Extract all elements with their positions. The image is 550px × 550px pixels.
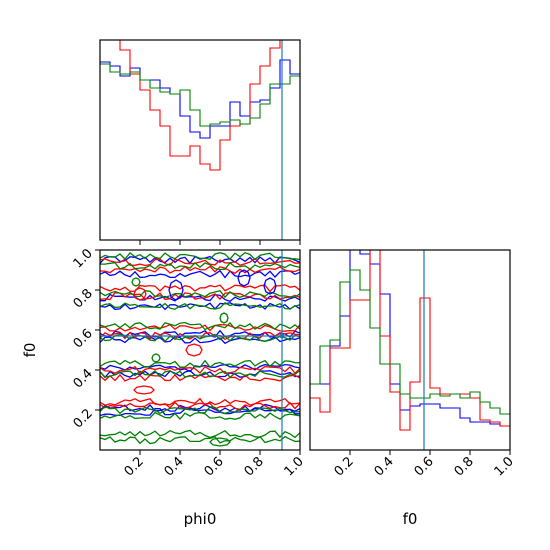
contour-blue <box>100 293 300 303</box>
contour-red <box>133 287 147 301</box>
contour-blue <box>100 255 300 265</box>
hist-phi0-frame <box>99 39 301 241</box>
tick-label-phi0: 0.2 <box>122 454 147 479</box>
contour-green <box>100 435 300 445</box>
scatter-frame <box>99 249 301 451</box>
contour-green <box>209 437 231 447</box>
tick-label-f0: 0.4 <box>372 454 397 479</box>
hist-phi0-blue <box>100 59 300 139</box>
contour-blue <box>100 302 300 311</box>
contour-red <box>133 385 155 395</box>
xlabel-f0: f0 <box>403 510 418 528</box>
contour-blue <box>100 269 300 279</box>
truth-point <box>279 333 285 339</box>
contour-red <box>100 265 300 274</box>
contour-green <box>131 277 141 287</box>
tick-label-phi0: 1.0 <box>282 454 307 479</box>
contour-blue <box>100 408 300 417</box>
hist-f0-green <box>310 269 510 415</box>
tick-label-y-f0: 0.4 <box>71 366 96 391</box>
contour-layer <box>100 251 300 447</box>
tick-label-y-f0: 0.6 <box>71 326 96 351</box>
tick-label-y-f0: 1.0 <box>71 246 96 271</box>
tick-label-phi0: 0.6 <box>202 454 227 479</box>
truth-lines-layer <box>100 40 425 450</box>
contour-green <box>100 261 300 271</box>
hist-phi0-red <box>100 39 300 171</box>
contour-green <box>100 333 300 343</box>
tick-label-y-f0: 0.8 <box>71 286 96 311</box>
contour-red <box>100 284 300 293</box>
contour-green <box>100 359 300 368</box>
contour-red <box>100 401 300 411</box>
contour-green <box>100 289 300 299</box>
contour-green <box>100 251 300 261</box>
contour-green <box>100 429 300 439</box>
contour-red <box>100 397 300 407</box>
ticks-layer: 0.2 0.4 0.6 0.8 1.0 0.2 0.4 0.6 0.8 1.0 0.2 0.4 0.6 0… <box>71 240 517 479</box>
contour-blue <box>100 403 300 412</box>
tick-label-f0: 0.6 <box>412 454 437 479</box>
contour-blue <box>237 269 251 287</box>
hist-phi0-green <box>100 63 300 127</box>
tick-label-y-f0: 0.2 <box>71 406 96 431</box>
tick-label-f0: 0.8 <box>452 454 477 479</box>
xlabel-phi0: phi0 <box>184 510 217 528</box>
ylabel-f0: f0 <box>21 343 39 358</box>
contour-red <box>100 257 300 267</box>
contour-green <box>100 321 300 331</box>
tick-label-phi0: 0.8 <box>242 454 267 479</box>
tick-label-f0: 1.0 <box>492 454 517 479</box>
contour-blue <box>168 279 184 301</box>
contour-green <box>151 353 161 363</box>
contour-green <box>100 301 300 310</box>
contour-red <box>100 365 300 375</box>
histogram-layer <box>100 39 510 431</box>
contour-blue <box>263 277 277 295</box>
hist-f0-frame <box>309 249 511 451</box>
contour-red <box>100 323 300 332</box>
contour-green <box>100 369 300 378</box>
tick-label-phi0: 0.4 <box>162 454 187 479</box>
tick-label-f0: 0.2 <box>332 454 357 479</box>
contour-green <box>219 312 229 324</box>
contour-red <box>185 343 203 357</box>
axes-frames-layer <box>99 39 511 451</box>
contour-green <box>100 405 300 415</box>
scatter-contours <box>100 251 300 447</box>
contour-blue <box>100 329 300 338</box>
hist-f0-blue <box>310 249 510 427</box>
